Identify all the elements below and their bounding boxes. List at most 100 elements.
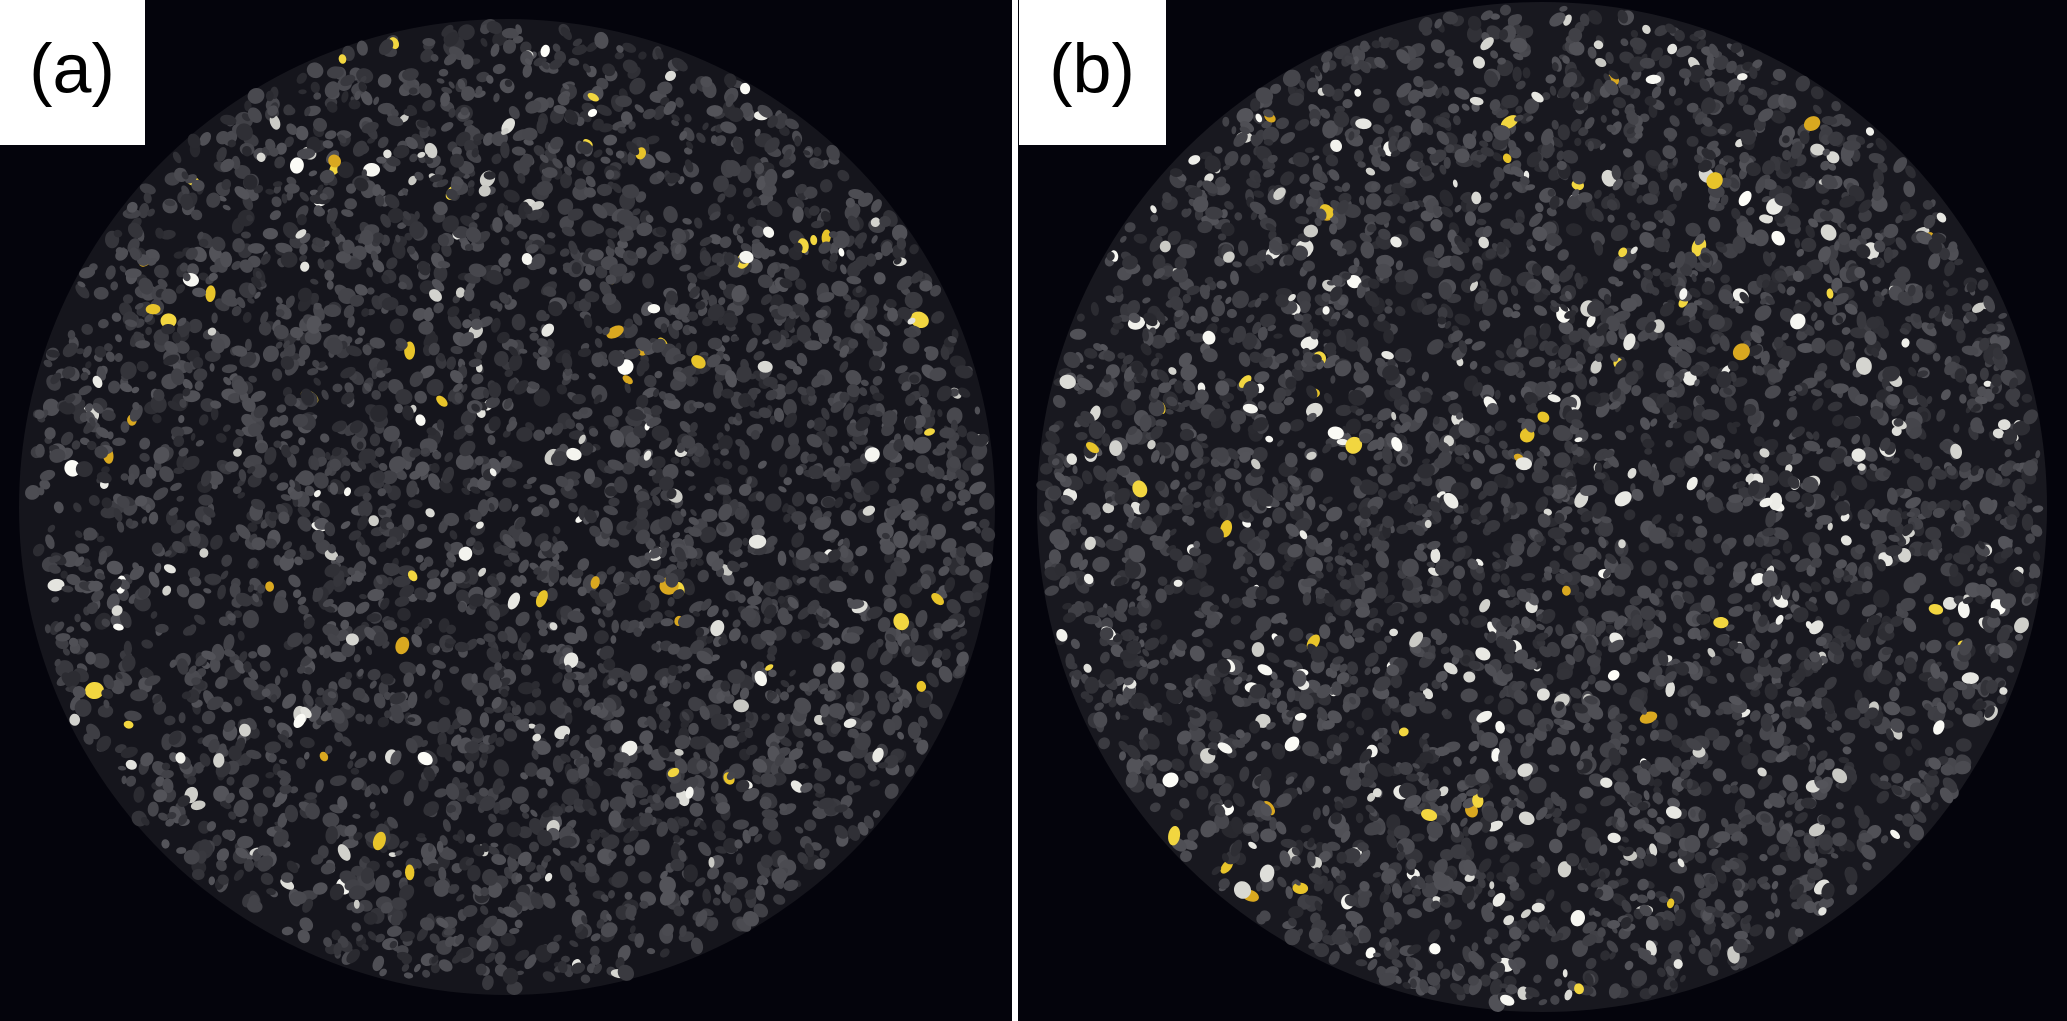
grain xyxy=(634,104,644,113)
grain xyxy=(163,564,176,574)
grain xyxy=(442,819,451,832)
grain xyxy=(594,338,603,348)
grain xyxy=(647,304,661,314)
grain xyxy=(233,799,249,818)
grain xyxy=(938,666,953,683)
grain xyxy=(603,505,618,516)
grain xyxy=(35,443,45,458)
grain xyxy=(680,456,690,467)
grain xyxy=(589,945,600,957)
grain xyxy=(644,806,653,815)
grain xyxy=(622,375,633,385)
grain xyxy=(247,297,255,304)
grain xyxy=(701,289,710,301)
grain xyxy=(399,840,409,849)
grain xyxy=(461,383,468,393)
grain xyxy=(373,96,380,105)
grain xyxy=(433,265,448,282)
grain xyxy=(276,404,287,413)
grain xyxy=(511,786,529,804)
grain xyxy=(262,786,275,798)
grain xyxy=(717,193,726,203)
grain xyxy=(546,587,558,602)
grain xyxy=(441,86,453,94)
grain xyxy=(659,534,666,543)
grain xyxy=(399,661,417,675)
grain xyxy=(321,389,329,400)
grain xyxy=(548,266,557,275)
grain xyxy=(688,722,699,735)
grain xyxy=(304,751,310,760)
grain xyxy=(527,496,537,503)
grain xyxy=(668,101,674,109)
grain xyxy=(688,485,696,492)
grain xyxy=(628,766,643,780)
grain xyxy=(212,834,222,847)
grain xyxy=(321,644,332,659)
grain xyxy=(237,630,245,641)
grain xyxy=(497,203,506,217)
grain xyxy=(728,628,741,642)
grain xyxy=(419,365,435,379)
grain xyxy=(80,621,91,632)
grain xyxy=(843,403,854,421)
grain xyxy=(455,589,472,606)
grain xyxy=(804,340,822,351)
grain xyxy=(582,161,595,176)
grain xyxy=(386,860,394,868)
grain xyxy=(320,433,330,443)
grain xyxy=(708,294,718,308)
grain xyxy=(262,228,278,240)
grain xyxy=(806,493,818,505)
grain xyxy=(733,699,749,713)
grain xyxy=(713,381,724,399)
grain xyxy=(482,132,494,146)
grain xyxy=(471,212,480,220)
grain xyxy=(463,287,475,302)
grain xyxy=(629,925,636,934)
grain xyxy=(78,385,92,396)
grain xyxy=(324,270,335,281)
grain xyxy=(478,567,487,577)
grain xyxy=(892,701,904,714)
grain xyxy=(44,624,51,634)
grain xyxy=(594,31,609,49)
grain xyxy=(323,259,334,271)
grain xyxy=(293,556,304,566)
grain xyxy=(840,264,847,275)
grain xyxy=(221,554,233,567)
grain xyxy=(560,864,573,881)
grain xyxy=(851,689,865,706)
grain xyxy=(378,542,388,552)
grain xyxy=(900,498,919,513)
grain xyxy=(451,571,466,584)
grain xyxy=(812,417,827,432)
grain xyxy=(284,183,300,194)
grain xyxy=(120,473,129,481)
grain xyxy=(176,658,189,675)
grain xyxy=(960,590,977,604)
grain xyxy=(740,607,757,622)
grain xyxy=(139,183,156,195)
grain xyxy=(860,379,869,387)
grain xyxy=(302,633,313,645)
grain xyxy=(909,244,919,255)
grain xyxy=(946,599,961,614)
grain xyxy=(891,224,908,242)
grain xyxy=(198,272,209,281)
thin-section-a xyxy=(19,19,996,996)
grain xyxy=(390,439,399,454)
grain xyxy=(694,877,706,887)
grain xyxy=(401,963,410,972)
grain xyxy=(682,681,691,690)
grain xyxy=(120,421,130,433)
grain xyxy=(571,394,586,405)
grain xyxy=(476,340,487,356)
grain xyxy=(607,744,617,753)
grain xyxy=(403,107,417,117)
grain xyxy=(271,196,282,208)
grain xyxy=(931,311,945,324)
grain xyxy=(480,37,488,47)
grain xyxy=(704,492,714,502)
